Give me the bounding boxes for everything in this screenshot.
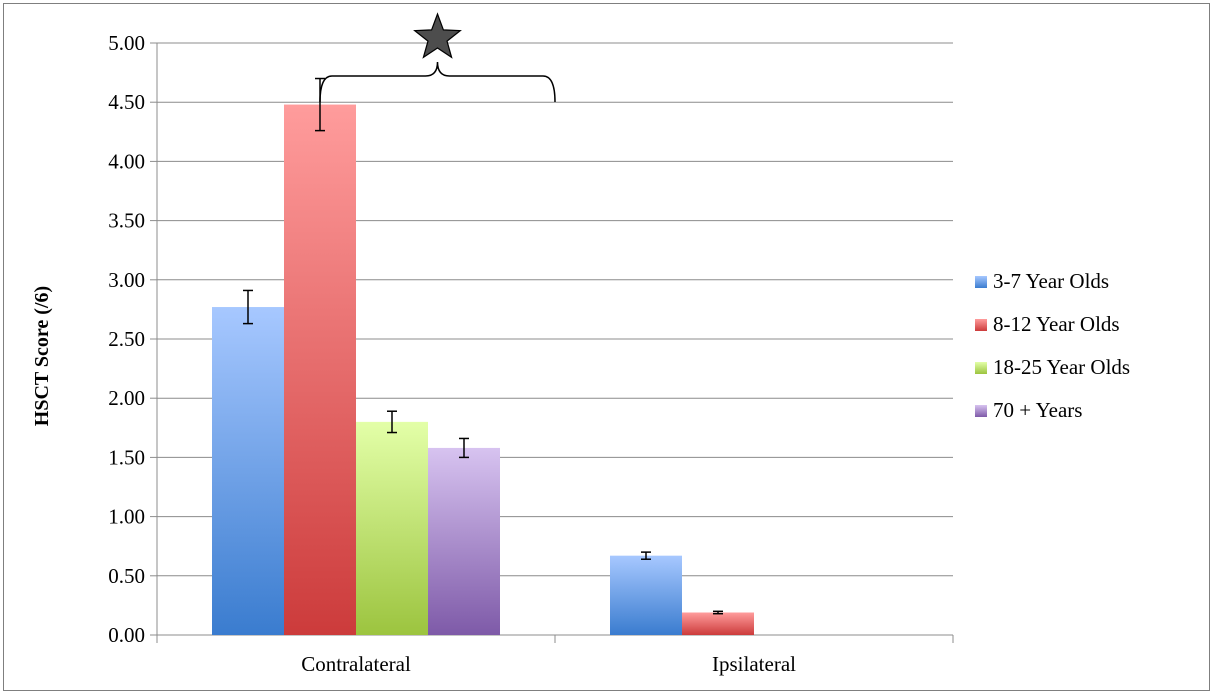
bars xyxy=(212,104,754,636)
bar xyxy=(682,612,754,635)
legend-label: 8-12 Year Olds xyxy=(993,312,1120,336)
y-tick-label: 2.50 xyxy=(108,327,145,351)
bar xyxy=(284,104,356,636)
bar xyxy=(212,307,284,635)
chart-frame xyxy=(3,3,1210,691)
y-tick-label: 5.00 xyxy=(108,31,145,55)
legend-swatch xyxy=(975,405,987,417)
legend-label: 18-25 Year Olds xyxy=(993,355,1130,379)
legend-swatch xyxy=(975,276,987,288)
bar xyxy=(356,421,428,635)
bar xyxy=(428,447,500,635)
y-tick-label: 0.00 xyxy=(108,623,145,647)
star-icon xyxy=(413,12,462,59)
y-axis-label: HSCT Score (/6) xyxy=(31,286,53,426)
y-tick-labels: 0.00 0.50 1.00 1.50 2.00 2.50 3.00 3.50 4.00 4.50… xyxy=(108,31,145,647)
y-tick-label: 4.00 xyxy=(108,149,145,173)
legend-label: 3-7 Year Olds xyxy=(993,269,1109,293)
y-tick-label: 1.00 xyxy=(108,505,145,529)
legend-swatch xyxy=(975,319,987,331)
y-tick-label: 1.50 xyxy=(108,445,145,469)
legend: 3-7 Year Olds 8-12 Year Olds 18-25 Year Ol… xyxy=(975,269,1130,422)
y-tick-label: 3.50 xyxy=(108,209,145,233)
y-tick-label: 3.00 xyxy=(108,268,145,292)
x-tick-label: Ipsilateral xyxy=(712,652,796,676)
bar xyxy=(610,555,682,635)
y-tick-label: 0.50 xyxy=(108,564,145,588)
x-tick-label: Contralateral xyxy=(301,652,411,676)
x-tick-labels: Contralateral Ipsilateral xyxy=(301,652,796,676)
y-tick-label: 4.50 xyxy=(108,90,145,114)
legend-label: 70 + Years xyxy=(993,398,1082,422)
significance-bracket xyxy=(319,61,556,103)
error-bars xyxy=(243,77,723,615)
y-tick-label: 2.00 xyxy=(108,386,145,410)
significance-annotation xyxy=(319,12,556,103)
legend-swatch xyxy=(975,362,987,374)
